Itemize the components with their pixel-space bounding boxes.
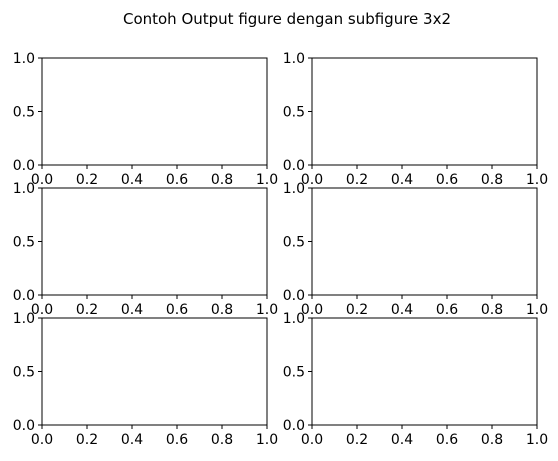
- x-tick-label-r2c2-3: 0.6: [436, 302, 458, 318]
- x-tick-label-r3c2-3: 0.6: [436, 432, 458, 448]
- figure-title: Contoh Output figure dengan subfigure 3x…: [123, 10, 451, 28]
- x-tick-label-r3c2-5: 1.0: [526, 432, 548, 448]
- y-tick-label-r2c1-2: 1.0: [13, 181, 35, 197]
- x-tick-label-r1c1-5: 1.0: [256, 172, 278, 188]
- x-tick-label-r1c1-1: 0.2: [76, 172, 98, 188]
- y-tick-label-r1c1-1: 0.5: [13, 105, 35, 121]
- x-tick-label-r3c1-2: 0.4: [121, 432, 143, 448]
- subplot-r1c1: 0.0 0.2 0.4 0.6 0.8 1.0 0.0 0.5 1.0: [13, 51, 278, 188]
- subplot-r2c1: 0.0 0.2 0.4 0.6 0.8 1.0 0.0 0.5 1.0: [13, 181, 278, 318]
- x-tick-label-r2c1-2: 0.4: [121, 302, 143, 318]
- x-tick-label-r2c2-5: 1.0: [526, 302, 548, 318]
- x-tick-label-r2c1-0: 0.0: [31, 302, 53, 318]
- y-tick-label-r1c2-1: 0.5: [283, 105, 305, 121]
- subplots-grid: 0.0 0.2 0.4 0.6 0.8 1.00.00.51.00.0 0.2 0.4 0.6 0…: [13, 51, 548, 448]
- x-tick-label-r3c2-2: 0.4: [391, 432, 413, 448]
- x-tick-label-r1c1-0: 0.0: [31, 172, 53, 188]
- y-tick-label-r3c1-1: 0.5: [13, 365, 35, 381]
- x-tick-label-r2c2-1: 0.2: [346, 302, 368, 318]
- x-tick-label-r2c2-2: 0.4: [391, 302, 413, 318]
- y-tick-label-r3c1-0: 0.0: [13, 418, 35, 434]
- x-tick-label-r2c1-1: 0.2: [76, 302, 98, 318]
- x-tick-label-r1c2-1: 0.2: [346, 172, 368, 188]
- y-tick-label-r3c2-0: 0.0: [283, 418, 305, 434]
- x-tick-label-r2c2-0: 0.0: [301, 302, 323, 318]
- x-tick-label-r3c1-0: 0.0: [31, 432, 53, 448]
- x-tick-label-r1c1-4: 0.8: [211, 172, 233, 188]
- x-tick-label-r2c1-3: 0.6: [166, 302, 188, 318]
- y-tick-label-r3c2-1: 0.5: [283, 365, 305, 381]
- subplot-r3c2: 0.0 0.2 0.4 0.6 0.8 1.0 0.0 0.5 1.0: [283, 311, 548, 448]
- subplot-r2c2: 0.0 0.2 0.4 0.6 0.8 1.0 0.0 0.5 1.0: [283, 181, 548, 318]
- x-tick-label-r3c1-4: 0.8: [211, 432, 233, 448]
- y-tick-label-r3c2-2: 1.0: [283, 311, 305, 327]
- y-tick-label-r1c1-0: 0.0: [13, 158, 35, 174]
- y-tick-label-r2c2-1: 0.5: [283, 235, 305, 251]
- x-tick-label-r3c1-1: 0.2: [76, 432, 98, 448]
- x-tick-label-r1c2-0: 0.0: [301, 172, 323, 188]
- x-tick-label-r3c1-3: 0.6: [166, 432, 188, 448]
- y-tick-label-r1c2-2: 1.0: [283, 51, 305, 67]
- x-tick-label-r3c2-0: 0.0: [301, 432, 323, 448]
- x-tick-label-r3c2-4: 0.8: [481, 432, 503, 448]
- x-tick-label-r1c2-5: 1.0: [526, 172, 548, 188]
- x-tick-label-r2c1-4: 0.8: [211, 302, 233, 318]
- x-tick-label-r1c2-3: 0.6: [436, 172, 458, 188]
- x-tick-label-r1c1-2: 0.4: [121, 172, 143, 188]
- x-tick-label-r3c2-1: 0.2: [346, 432, 368, 448]
- y-tick-label-r2c1-1: 0.5: [13, 235, 35, 251]
- x-tick-label-r3c1-5: 1.0: [256, 432, 278, 448]
- x-tick-label-r1c2-2: 0.4: [391, 172, 413, 188]
- y-tick-label-r2c2-0: 0.0: [283, 288, 305, 304]
- subplot-r3c1: 0.0 0.2 0.4 0.6 0.8 1.0 0.0 0.5 1.0: [13, 311, 278, 448]
- subplot-r1c2: 0.0 0.2 0.4 0.6 0.8 1.0 0.0 0.5 1.0: [283, 51, 548, 188]
- x-tick-label-r1c2-4: 0.8: [481, 172, 503, 188]
- y-tick-label-r2c1-0: 0.0: [13, 288, 35, 304]
- x-tick-label-r1c1-3: 0.6: [166, 172, 188, 188]
- y-tick-label-r1c2-0: 0.0: [283, 158, 305, 174]
- y-tick-label-r3c1-2: 1.0: [13, 311, 35, 327]
- x-tick-label-r2c2-4: 0.8: [481, 302, 503, 318]
- y-tick-label-r2c2-2: 1.0: [283, 181, 305, 197]
- y-tick-label-r1c1-2: 1.0: [13, 51, 35, 67]
- x-tick-label-r2c1-5: 1.0: [256, 302, 278, 318]
